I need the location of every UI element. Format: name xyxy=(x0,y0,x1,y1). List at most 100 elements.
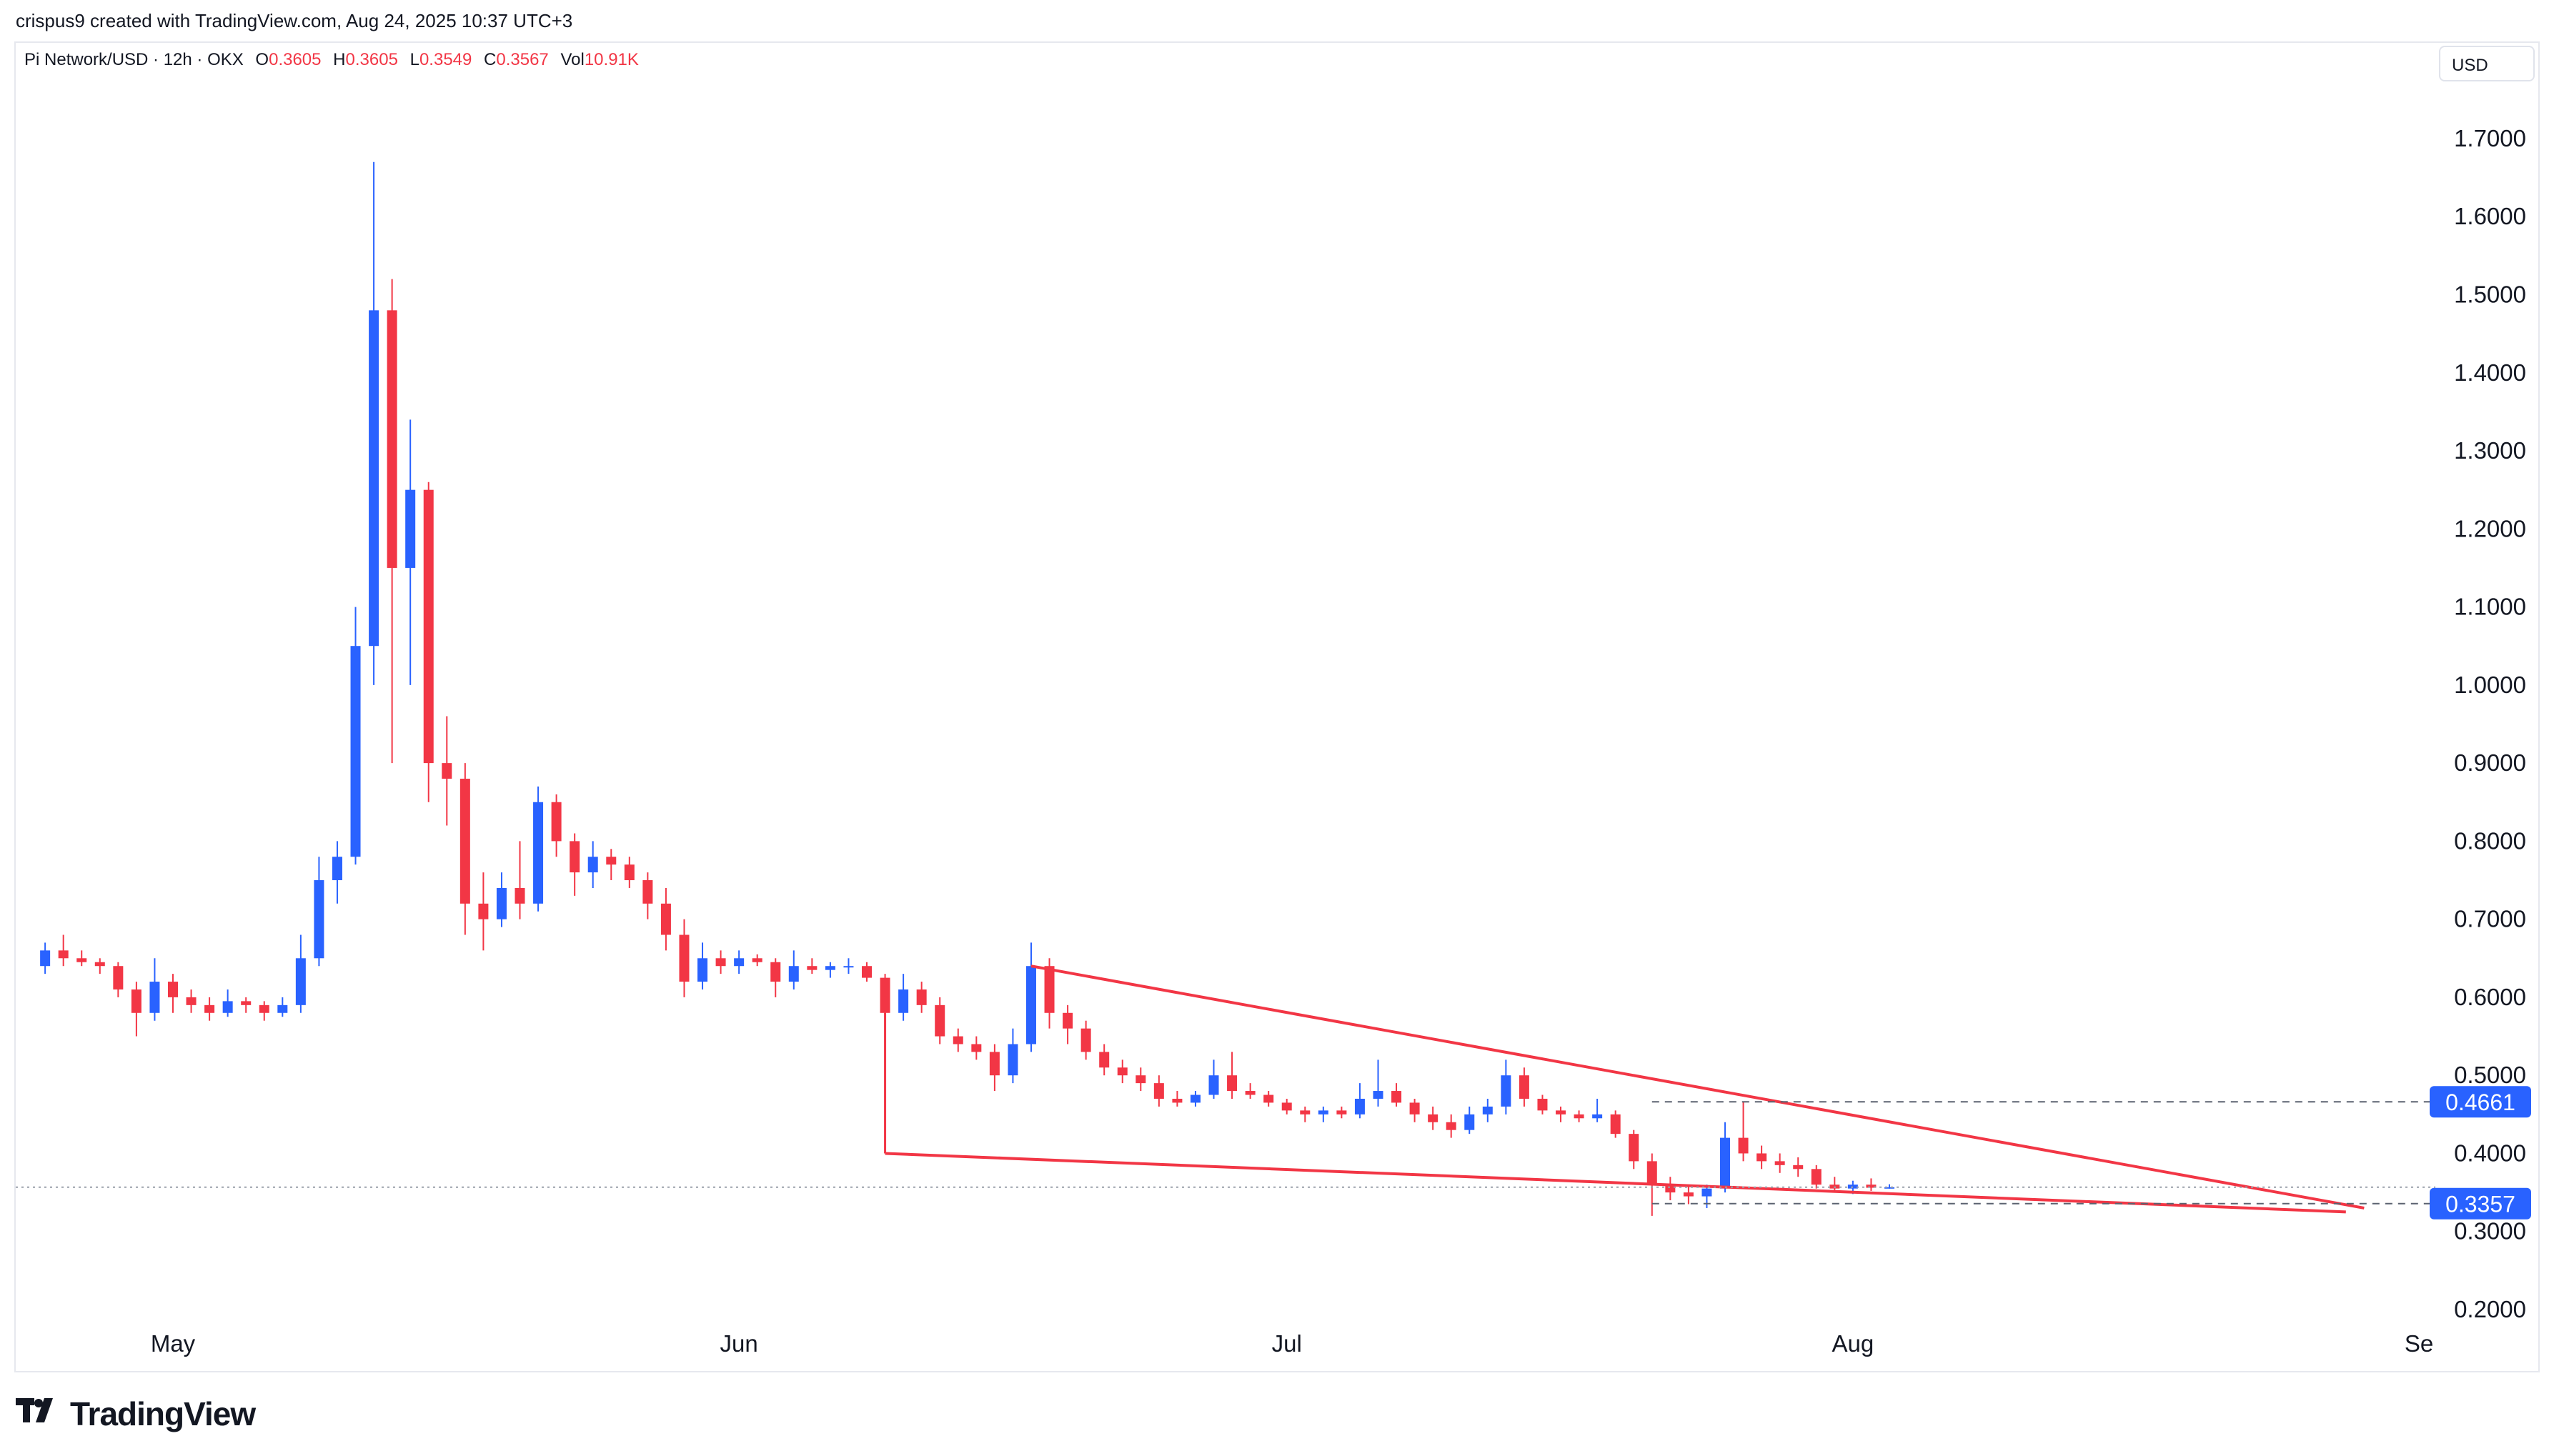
symbol-label: Pi Network/USD · 12h · OKX xyxy=(24,50,244,69)
candle-body xyxy=(94,962,105,967)
candle-body xyxy=(1044,966,1055,1013)
candle-body xyxy=(679,934,690,982)
y-tick-label: 0.7000 xyxy=(2454,906,2526,932)
candle-body xyxy=(459,778,470,904)
candle-body xyxy=(442,763,452,779)
x-tick-label: May xyxy=(151,1330,196,1357)
price-label-badge xyxy=(2430,1187,2531,1220)
candle-body xyxy=(1610,1114,1621,1135)
candle-body xyxy=(1738,1137,1749,1154)
candle-body xyxy=(1245,1091,1256,1095)
y-tick-label: 0.6000 xyxy=(2454,984,2526,1010)
close-value: 0.3567 xyxy=(496,50,549,69)
candle-body xyxy=(1629,1134,1639,1162)
candle-body xyxy=(606,857,617,865)
volume-value: 10.91K xyxy=(584,50,639,69)
candle-body xyxy=(405,489,416,568)
upper-trendline xyxy=(1030,964,2365,1210)
chart-frame xyxy=(14,41,2540,1372)
candle-body xyxy=(734,958,745,967)
candle-body xyxy=(1501,1075,1511,1107)
candle-body xyxy=(1446,1122,1456,1130)
lower-trendline xyxy=(885,1152,2346,1214)
candle-body xyxy=(660,903,671,935)
y-tick-label: 0.9000 xyxy=(2454,749,2526,776)
candle-body xyxy=(496,887,507,919)
candle-body xyxy=(1592,1114,1603,1119)
candle-body xyxy=(1811,1169,1822,1185)
candle-body xyxy=(1793,1165,1804,1170)
candle-body xyxy=(387,310,397,568)
candle-body xyxy=(587,857,598,873)
candle-body xyxy=(898,989,909,1013)
x-tick-label: Aug xyxy=(1832,1330,1874,1357)
candle-body xyxy=(1537,1098,1548,1111)
open-value: 0.3605 xyxy=(269,50,322,69)
candle-body xyxy=(570,841,580,873)
candle-body xyxy=(295,958,306,1005)
candle-body xyxy=(1172,1098,1183,1103)
candle-body xyxy=(1153,1083,1164,1099)
candle-body xyxy=(1774,1161,1785,1165)
candle-body xyxy=(1373,1091,1383,1099)
candle-body xyxy=(642,880,653,904)
candle-body xyxy=(1281,1102,1292,1111)
candle-body xyxy=(1080,1028,1091,1052)
candle-body xyxy=(277,1004,288,1013)
candle-body xyxy=(807,966,818,970)
price-label-text: 0.3357 xyxy=(2445,1192,2515,1217)
candle-body xyxy=(478,903,489,919)
candle-body xyxy=(1482,1106,1493,1115)
candle-body xyxy=(1884,1187,1894,1189)
candle-body xyxy=(624,864,635,881)
candle-body xyxy=(1719,1137,1730,1189)
candle-body xyxy=(1025,966,1036,1044)
candle-body xyxy=(149,982,160,1013)
candle-body xyxy=(58,950,69,959)
candle-body xyxy=(1519,1075,1529,1099)
candle-body xyxy=(1701,1188,1712,1197)
candle-body xyxy=(1464,1114,1475,1130)
candle-body xyxy=(350,646,361,857)
candle-body xyxy=(1227,1075,1238,1092)
candle-body xyxy=(1008,1044,1018,1076)
candle-body xyxy=(1300,1110,1311,1115)
candle-body xyxy=(515,887,525,904)
candle-body xyxy=(1318,1110,1328,1115)
candle-body xyxy=(222,1001,233,1013)
price-label-badge xyxy=(2430,1086,2531,1118)
y-tick-label: 1.6000 xyxy=(2454,203,2526,229)
candle-body xyxy=(1208,1075,1219,1095)
candle-body xyxy=(204,1004,215,1013)
y-tick-label: 1.5000 xyxy=(2454,281,2526,307)
candle-body xyxy=(40,950,51,967)
open-label: O xyxy=(255,50,269,69)
candle-body xyxy=(314,880,324,959)
y-tick-label: 1.4000 xyxy=(2454,359,2526,386)
candle-body xyxy=(862,966,873,978)
candle-body xyxy=(752,958,762,962)
candle-body xyxy=(1574,1114,1584,1119)
currency-button[interactable]: USD xyxy=(2439,46,2535,81)
tradingview-logo-icon xyxy=(16,1395,61,1433)
x-tick-label: Jun xyxy=(720,1330,758,1357)
high-label: H xyxy=(333,50,346,69)
candle-body xyxy=(989,1052,1000,1076)
candle-body xyxy=(916,989,927,1005)
candle-body xyxy=(1409,1102,1420,1115)
candle-body xyxy=(1354,1098,1365,1115)
close-label: C xyxy=(484,50,497,69)
candle-body xyxy=(1866,1185,1877,1188)
candle-body xyxy=(880,977,890,1013)
y-tick-label: 1.7000 xyxy=(2454,125,2526,151)
candle-body xyxy=(1063,1012,1073,1029)
low-value: 0.3549 xyxy=(419,50,472,69)
candle-body xyxy=(241,1001,252,1005)
candle-body xyxy=(76,958,87,962)
y-tick-label: 0.8000 xyxy=(2454,827,2526,854)
candle-body xyxy=(843,966,854,968)
low-label: L xyxy=(409,50,419,69)
candle-body xyxy=(1190,1095,1201,1103)
candle-body xyxy=(1646,1161,1657,1185)
